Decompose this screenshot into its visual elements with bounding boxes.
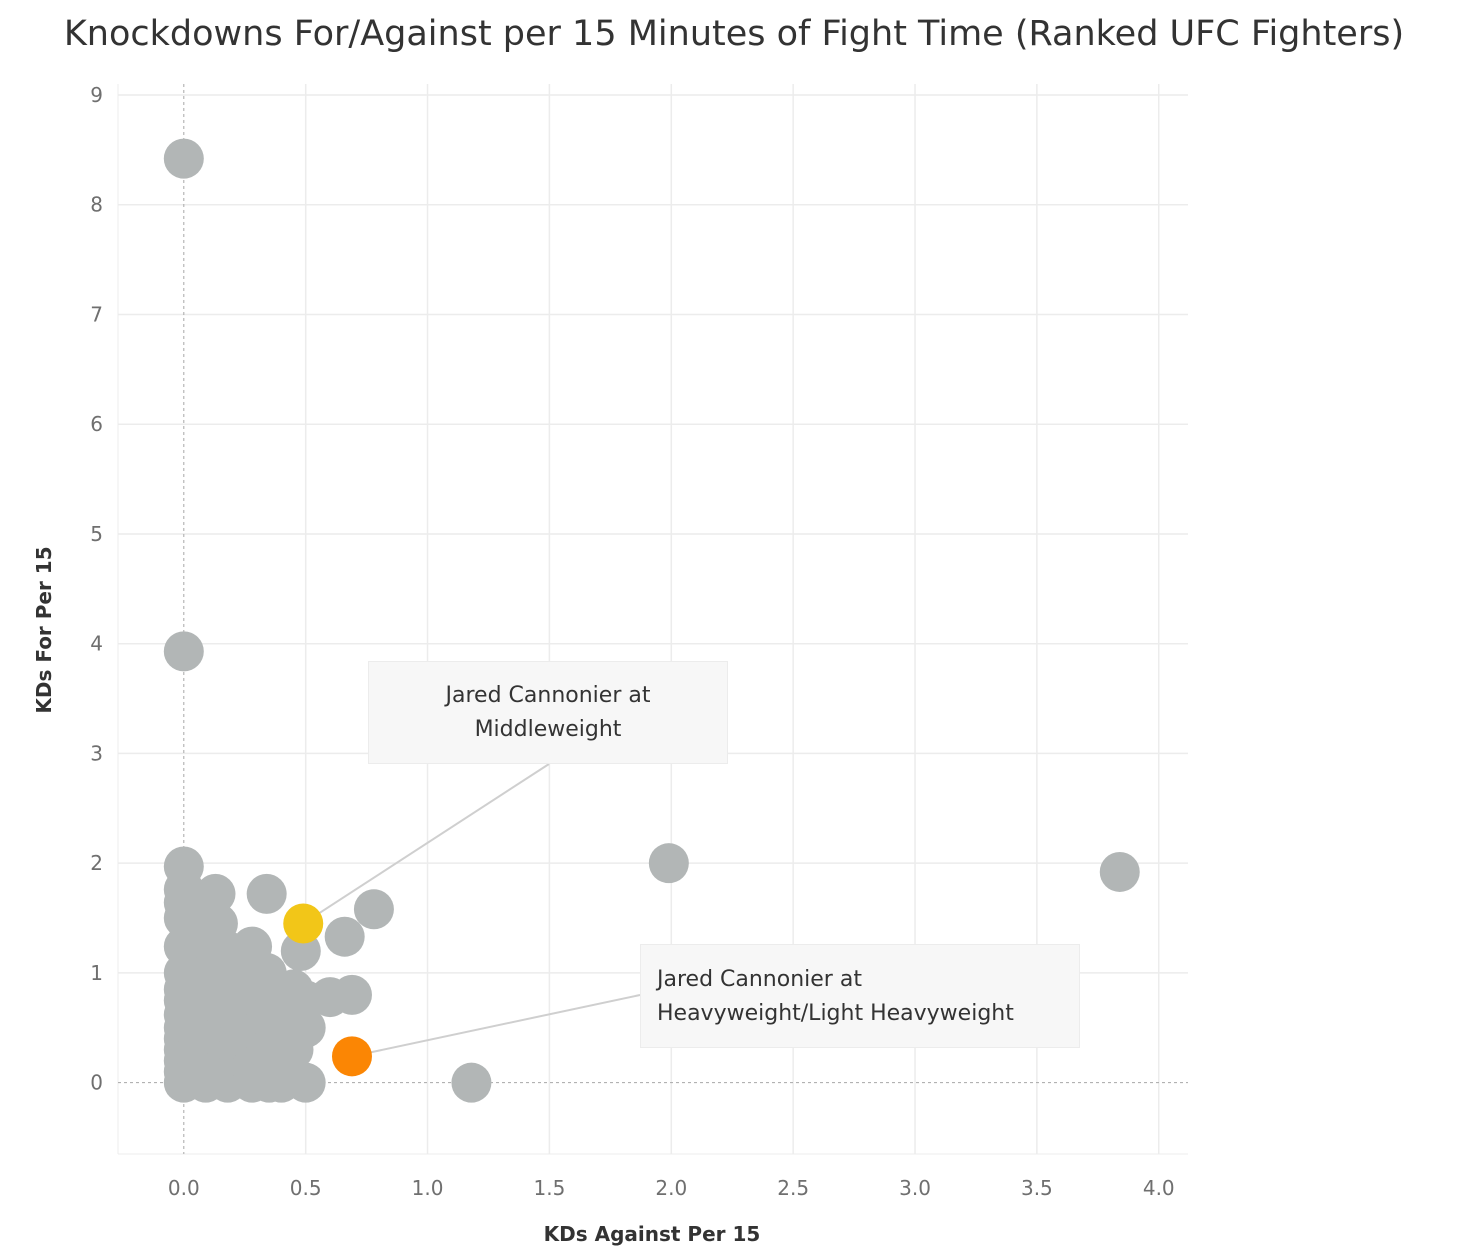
annotation-leader-line (351, 994, 641, 1058)
highlight-point-middleweight (283, 903, 324, 944)
x-tick-label: 0.5 (290, 1176, 322, 1200)
x-axis-title: KDs Against Per 15 (544, 1222, 761, 1246)
fighter-point (451, 1062, 492, 1103)
y-tick-label: 8 (90, 193, 103, 217)
y-tick-label: 6 (90, 412, 103, 436)
data-points (163, 138, 1140, 1103)
annotation-text-line: Jared Cannonier at (445, 683, 651, 708)
annotation-leader-lines (302, 763, 641, 1058)
annotation-text-line: Heavyweight/Light Heavyweight (657, 1001, 1014, 1026)
chart-title: Knockdowns For/Against per 15 Minutes of… (63, 14, 1405, 54)
y-tick-label: 0 (90, 1071, 103, 1095)
x-tick-label: 1.5 (534, 1176, 566, 1200)
fighter-point (331, 974, 372, 1015)
x-tick-label: 4.0 (1143, 1176, 1175, 1200)
annotation-heavyweight: Jared Cannonier at Heavyweight/Light Hea… (640, 944, 1080, 1048)
y-axis-title: KDs For Per 15 (32, 546, 56, 713)
fighter-point (285, 1007, 326, 1048)
x-tick-label: 2.5 (777, 1176, 809, 1200)
x-tick-label: 3.0 (899, 1176, 931, 1200)
fighter-point (246, 873, 287, 914)
y-tick-label: 1 (90, 961, 103, 985)
y-tick-label: 3 (90, 741, 103, 765)
fighter-point (285, 1062, 326, 1103)
fighter-point (1099, 851, 1140, 892)
fighter-point (324, 916, 365, 957)
x-tick-label: 3.5 (1021, 1176, 1053, 1200)
fighter-point (163, 631, 204, 672)
y-tick-label: 4 (90, 632, 103, 656)
fighter-point (163, 138, 204, 179)
fighter-point (648, 843, 689, 884)
x-axis-ticks: 0.0 0.5 1.0 1.5 2.0 2.5 3.0 3.5 4.0 (168, 1176, 1175, 1200)
highlight-point-heavyweight (331, 1036, 372, 1077)
y-tick-label: 9 (90, 83, 103, 107)
annotation-text-line: Middleweight (474, 717, 622, 742)
x-tick-label: 0.0 (168, 1176, 200, 1200)
y-tick-label: 2 (90, 851, 103, 875)
y-tick-label: 7 (90, 302, 103, 326)
y-tick-label: 5 (90, 522, 103, 546)
x-tick-label: 2.0 (655, 1176, 687, 1200)
annotation-text-line: Jared Cannonier at (657, 967, 862, 992)
y-axis-ticks: 0 1 2 3 4 5 6 7 8 9 (90, 83, 103, 1095)
fighter-point (195, 873, 236, 914)
fighter-point (353, 889, 394, 930)
annotation-middleweight: Jared Cannonier at Middleweight (368, 661, 728, 764)
annotation-leader-line (302, 763, 550, 925)
zero-reference-lines (118, 84, 1188, 1154)
x-tick-label: 1.0 (412, 1176, 444, 1200)
